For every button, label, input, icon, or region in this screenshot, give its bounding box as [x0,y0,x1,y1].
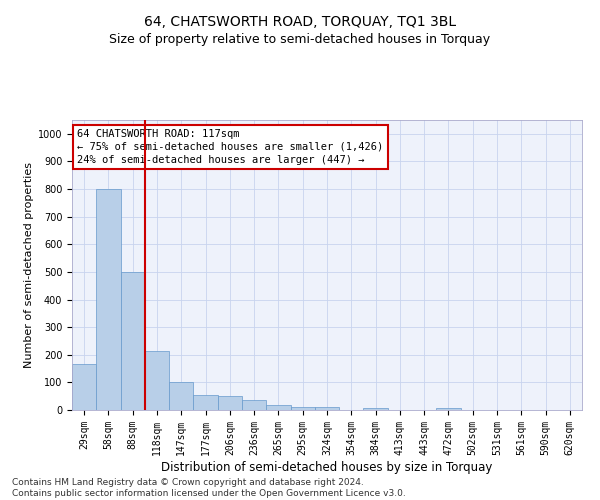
Bar [436,408,461,410]
Bar [145,350,169,410]
Bar [290,406,315,410]
Text: Contains HM Land Registry data © Crown copyright and database right 2024.
Contai: Contains HM Land Registry data © Crown c… [12,478,406,498]
Y-axis label: Number of semi-detached properties: Number of semi-detached properties [23,162,34,368]
X-axis label: Distribution of semi-detached houses by size in Torquay: Distribution of semi-detached houses by … [161,460,493,473]
Bar [218,396,242,410]
Bar [242,400,266,410]
Bar [121,272,145,410]
Text: 64 CHATSWORTH ROAD: 117sqm
← 75% of semi-detached houses are smaller (1,426)
24%: 64 CHATSWORTH ROAD: 117sqm ← 75% of semi… [77,128,383,165]
Text: 64, CHATSWORTH ROAD, TORQUAY, TQ1 3BL: 64, CHATSWORTH ROAD, TORQUAY, TQ1 3BL [144,15,456,29]
Bar [364,408,388,410]
Text: Size of property relative to semi-detached houses in Torquay: Size of property relative to semi-detach… [109,32,491,46]
Bar [266,405,290,410]
Bar [193,395,218,410]
Bar [315,407,339,410]
Bar [169,382,193,410]
Bar [96,189,121,410]
Bar [72,364,96,410]
